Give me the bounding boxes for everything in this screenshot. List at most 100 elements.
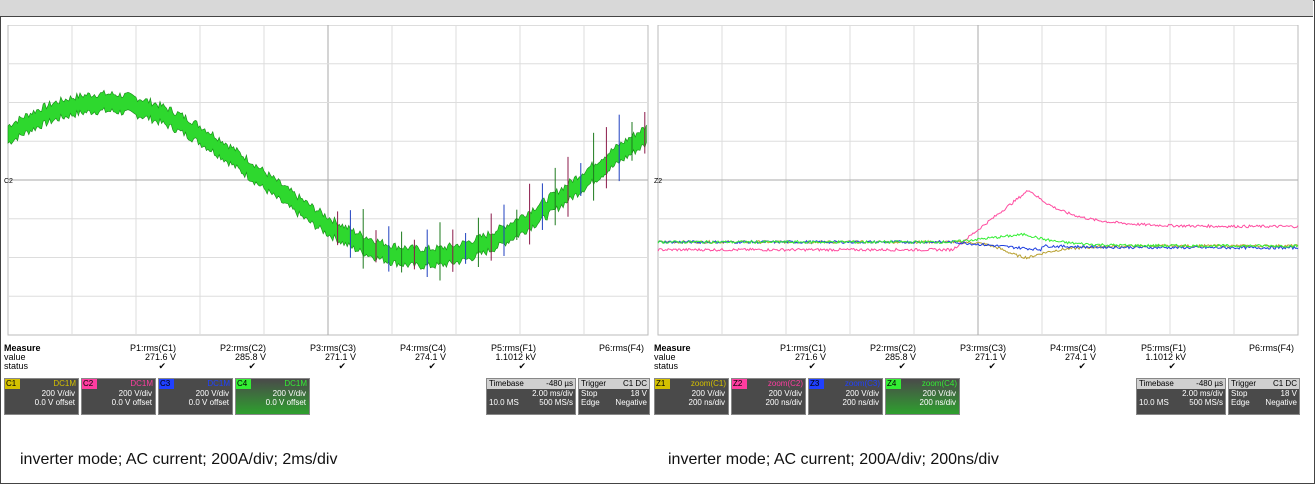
channel-scale: 200 V/div xyxy=(768,389,802,398)
channel-scale: 200 V/div xyxy=(41,389,75,398)
channel-tag: Z4 xyxy=(886,379,901,389)
scope-right: Z2 Measure P1:rms(C1) P2:rms(C2) P3:rms(C3)… xyxy=(654,25,1300,437)
caption-right: inverter mode; AC current; 200A/div; 200… xyxy=(668,451,999,468)
ground-marker: Z2 xyxy=(654,178,662,185)
channel-box-z4[interactable]: Z4 zoom(C4) 200 V/div 200 ns/div xyxy=(885,378,960,415)
channel-offset: 0.0 V offset xyxy=(34,398,75,407)
timebase-samples: 10.0 MS xyxy=(1139,398,1169,407)
timebase-tdiv: 2.00 ms/div xyxy=(532,389,573,398)
top-bar xyxy=(0,0,1313,17)
channel-coupling: DC1M xyxy=(53,379,76,388)
measure-value: 274.1 V xyxy=(414,352,446,362)
measure-status: ✔ xyxy=(338,361,346,371)
measure-param: P1:rms(C1) xyxy=(129,343,176,353)
channel-offset: 200 ns/div xyxy=(688,398,725,407)
channel-tag: C3 xyxy=(159,379,174,389)
timebase-rate: 500 MS/s xyxy=(539,398,573,407)
channel-box-z1[interactable]: Z1 zoom(C1) 200 V/div 200 ns/div xyxy=(654,378,729,415)
trigger-slope: Negative xyxy=(615,398,647,407)
measure-value: 1.1012 kV xyxy=(495,352,536,362)
measure-value: 285.8 V xyxy=(234,352,266,362)
measure-param: P5:rms(F1) xyxy=(491,343,536,353)
trigger-level: 18 V xyxy=(1280,389,1297,398)
ground-marker: C2 xyxy=(4,178,13,185)
measure-status: ✔ xyxy=(1078,361,1086,371)
measure-param: P2:rms(C2) xyxy=(869,343,916,353)
trigger-mode: Stop xyxy=(1231,389,1248,398)
measure-value: 271.1 V xyxy=(324,352,356,362)
timebase-label: Timebase xyxy=(1139,379,1174,388)
trigger-label: Trigger xyxy=(1231,379,1257,388)
timebase-box[interactable]: Timebase -480 µs 2.00 ms/div 10.0 MS 500 MS/… xyxy=(1136,378,1226,415)
channel-box-z2[interactable]: Z2 zoom(C2) 200 V/div 200 ns/div xyxy=(731,378,806,415)
measure-value: 271.1 V xyxy=(974,352,1006,362)
measure-value: 274.1 V xyxy=(1064,352,1096,362)
timebase-tdiv: 2.00 ms/div xyxy=(1182,389,1223,398)
measure-param: P6:rms(F4) xyxy=(1249,343,1294,353)
channel-scale: 200 V/div xyxy=(922,389,956,398)
channel-offset: 200 ns/div xyxy=(919,398,956,407)
channel-box-c4[interactable]: C4 DC1M 200 V/div 0.0 V offset xyxy=(235,378,310,415)
measure-row-value: value xyxy=(654,352,676,362)
measure-param: P3:rms(C3) xyxy=(959,343,1006,353)
channel-tag: C2 xyxy=(82,379,97,389)
channel-tag: Z1 xyxy=(655,379,670,389)
timebase-rate: 500 MS/s xyxy=(1189,398,1223,407)
scope-left: C2 Measure P1:rms(C1) P2:rms(C2) P3:rms(C3)… xyxy=(4,25,650,437)
timebase-delay: -480 µs xyxy=(1196,379,1223,388)
trigger-level: 18 V xyxy=(630,389,647,398)
measure-value: 285.8 V xyxy=(884,352,916,362)
measure-param: P3:rms(C3) xyxy=(309,343,356,353)
series-c2-line xyxy=(657,190,1299,253)
timebase-delay: -480 µs xyxy=(546,379,573,388)
measure-status: ✔ xyxy=(428,361,436,371)
measure-value: 271.6 V xyxy=(794,352,826,362)
trigger-box[interactable]: Trigger C1 DC Stop 18 V Edge Negative xyxy=(1228,378,1300,415)
channel-coupling: DC1M xyxy=(207,379,230,388)
channel-coupling: DC1M xyxy=(130,379,153,388)
measure-row-status: status xyxy=(4,361,29,371)
plot-right: Z2 xyxy=(654,25,1299,336)
channel-scale: 200 V/div xyxy=(845,389,879,398)
trigger-label: Trigger xyxy=(581,379,607,388)
channel-offset: 0.0 V offset xyxy=(111,398,152,407)
channel-scale: 200 V/div xyxy=(691,389,725,398)
channel-scale: 200 V/div xyxy=(272,389,306,398)
channel-scale: 200 V/div xyxy=(195,389,229,398)
trigger-type: Edge xyxy=(1231,398,1250,407)
measure-param: P5:rms(F1) xyxy=(1141,343,1186,353)
measure-head: Measure xyxy=(654,343,691,353)
measure-status: ✔ xyxy=(898,361,906,371)
channel-coupling: zoom(C1) xyxy=(690,379,726,388)
measure-row-status: status xyxy=(654,361,679,371)
trigger-box[interactable]: Trigger C1 DC Stop 18 V Edge Negative xyxy=(578,378,650,415)
measure-status: ✔ xyxy=(248,361,256,371)
channel-offset: 200 ns/div xyxy=(765,398,802,407)
channel-coupling: zoom(C2) xyxy=(767,379,803,388)
timebase-box[interactable]: Timebase -480 µs 2.00 ms/div 10.0 MS 500 MS/… xyxy=(486,378,576,415)
caption-left: inverter mode; AC current; 200A/div; 2ms… xyxy=(20,451,338,468)
channel-coupling: zoom(C4) xyxy=(921,379,957,388)
measure-status: ✔ xyxy=(518,361,526,371)
channel-box-c1[interactable]: C1 DC1M 200 V/div 0.0 V offset xyxy=(4,378,79,415)
channel-box-c2[interactable]: C2 DC1M 200 V/div 0.0 V offset xyxy=(81,378,156,415)
measure-status: ✔ xyxy=(158,361,166,371)
measure-param: P1:rms(C1) xyxy=(779,343,826,353)
channel-coupling: zoom(C3) xyxy=(844,379,880,388)
timebase-samples: 10.0 MS xyxy=(489,398,519,407)
measure-status: ✔ xyxy=(988,361,996,371)
series-c4-band xyxy=(7,89,647,270)
channel-tag: Z3 xyxy=(809,379,824,389)
measure-status: ✔ xyxy=(808,361,816,371)
trigger-mode: Stop xyxy=(581,389,598,398)
plot-left: C2 xyxy=(4,25,649,336)
channel-coupling: DC1M xyxy=(284,379,307,388)
measure-param: P4:rms(C4) xyxy=(1049,343,1096,353)
measure-head: Measure xyxy=(4,343,41,353)
channel-box-z3[interactable]: Z3 zoom(C3) 200 V/div 200 ns/div xyxy=(808,378,883,415)
channel-offset: 0.0 V offset xyxy=(265,398,306,407)
measure-param: P4:rms(C4) xyxy=(399,343,446,353)
channel-offset: 0.0 V offset xyxy=(188,398,229,407)
channel-box-c3[interactable]: C3 DC1M 200 V/div 0.0 V offset xyxy=(158,378,233,415)
channel-tag: C1 xyxy=(5,379,20,389)
